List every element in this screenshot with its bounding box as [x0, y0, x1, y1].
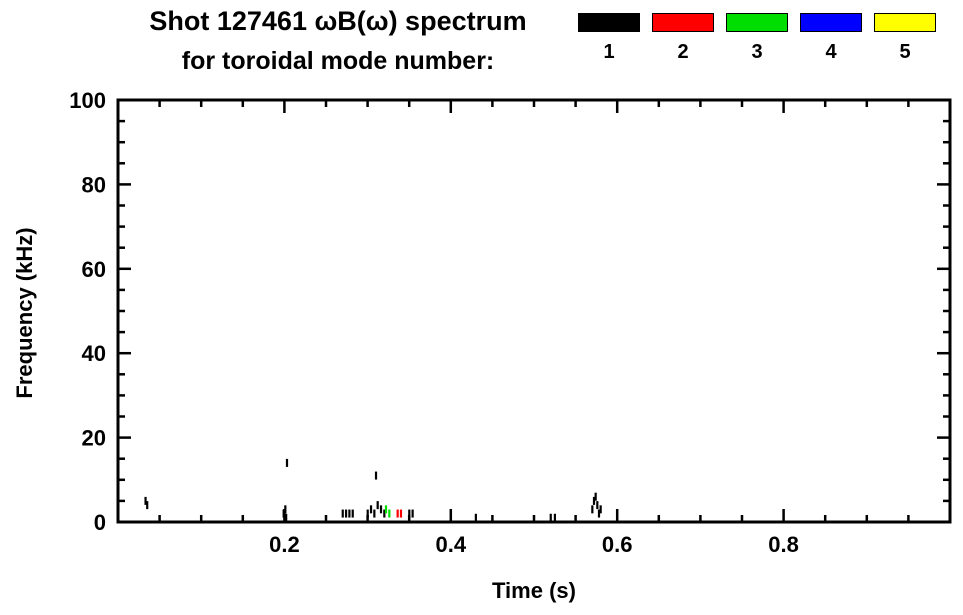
- legend-mode-label: 3: [751, 41, 763, 63]
- chart-title: Shot 127461 ωB(ω) spectrum: [149, 6, 527, 36]
- y-tick-label: 60: [82, 257, 106, 282]
- data-point-n=1: [374, 471, 378, 480]
- legend-item-n3: 3: [726, 13, 788, 64]
- data-point-n=2: [399, 509, 403, 518]
- legend-mode-label: 1: [603, 41, 615, 63]
- legend-swatch-n4: [800, 13, 862, 32]
- data-point-n=1: [408, 509, 411, 518]
- legend: 1 2 3 4 5: [578, 13, 936, 64]
- data-point-n=1: [369, 505, 373, 514]
- legend-swatch-n5: [874, 13, 936, 32]
- legend-swatch-n3: [726, 13, 788, 32]
- data-point-n=1: [285, 513, 288, 522]
- axis-box: [116, 98, 952, 524]
- legend-item-n2: 2: [652, 13, 714, 64]
- legend-item-n1: 1: [578, 13, 640, 64]
- data-point-n=1: [591, 505, 594, 514]
- data-point-n=1: [379, 505, 383, 514]
- data-point-n=1: [284, 505, 287, 514]
- chart-subtitle: for toroidal mode number:: [181, 47, 495, 75]
- data-point-n=1: [376, 501, 379, 510]
- x-axis-title: Time (s): [492, 578, 576, 603]
- data-point-n=1: [144, 496, 147, 505]
- data-point-n=1: [474, 513, 477, 522]
- legend-mode-label: 2: [677, 41, 689, 63]
- legend-mode-label: 5: [899, 41, 911, 63]
- y-tick-label: 100: [69, 88, 106, 113]
- y-axis-title: Frequency (kHz): [12, 227, 37, 399]
- data-point-n=1: [285, 458, 289, 467]
- data-point-n=1: [411, 509, 414, 518]
- data-point-n=1: [383, 509, 386, 518]
- data-point-n=1: [341, 509, 344, 518]
- data-point-n=1: [553, 513, 556, 522]
- data-point-n=3: [384, 505, 388, 514]
- data-point-n=1: [282, 509, 285, 518]
- data-point-n=2: [396, 509, 399, 518]
- x-tick-label: 0.2: [269, 532, 300, 557]
- data-point-n=1: [597, 509, 601, 518]
- data-point-n=1: [599, 505, 602, 514]
- y-tick-label: 40: [82, 341, 106, 366]
- x-tick-label: 0.4: [436, 532, 467, 557]
- x-tick-label: 0.8: [768, 532, 799, 557]
- legend-mode-label: 4: [825, 41, 837, 63]
- x-tick-label: 0.6: [602, 532, 633, 557]
- legend-item-n4: 4: [800, 13, 862, 64]
- data-point-n=1: [366, 509, 369, 518]
- y-tick-label: 80: [82, 172, 106, 197]
- y-tick-label: 20: [82, 426, 106, 451]
- data-point-n=1: [592, 496, 596, 505]
- data-point-n=1: [146, 501, 149, 510]
- data-point-n=1: [348, 509, 351, 518]
- data-point-n=1: [373, 509, 376, 518]
- data-point-n=1: [549, 513, 552, 522]
- legend-swatch-n1: [578, 13, 640, 32]
- data-point-n=1: [344, 509, 348, 518]
- data-point-n=1: [351, 509, 354, 518]
- legend-swatch-n2: [652, 13, 714, 32]
- legend-item-n5: 5: [874, 13, 936, 64]
- y-tick-label: 0: [94, 510, 106, 535]
- data-point-n=1: [596, 501, 599, 510]
- data-point-n=1: [594, 492, 597, 501]
- data-point-n=3: [388, 509, 391, 518]
